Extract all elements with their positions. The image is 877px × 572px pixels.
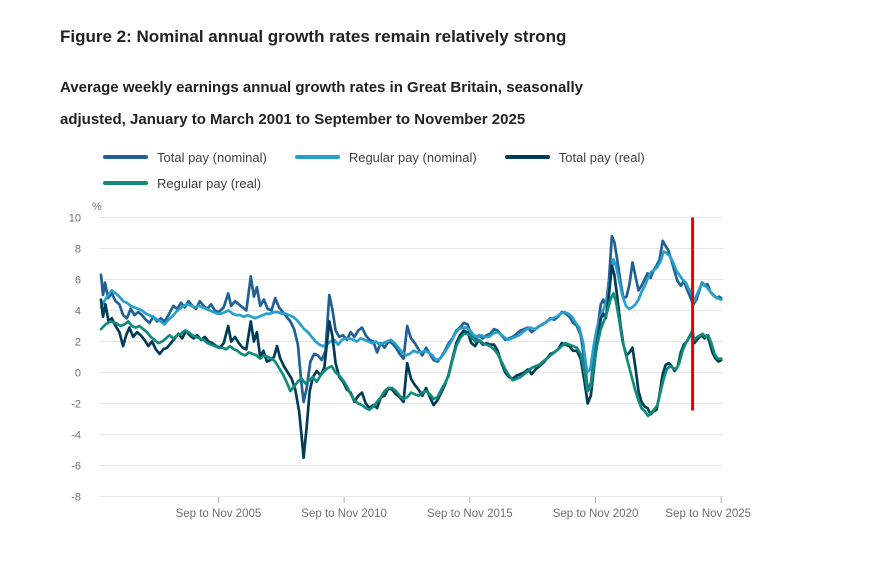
x-tick-label: Sep to Nov 2010 [301, 508, 387, 520]
x-tick-label: Sep to Nov 2005 [176, 508, 262, 520]
legend-swatch-regular-pay-nominal [294, 155, 340, 159]
y-tick-label: 2 [75, 337, 81, 349]
y-tick-label: 4 [75, 306, 81, 318]
legend-label: Total pay (real) [558, 149, 645, 165]
x-tick-label: Sep to Nov 2020 [553, 508, 639, 520]
figure-title: Figure 2: Nominal annual growth rates re… [60, 27, 567, 46]
figure-subtitle: Average weekly earnings annual growth ra… [60, 72, 583, 136]
y-tick-label: 6 [75, 275, 81, 287]
y-axis-unit-label: % [92, 201, 102, 213]
y-tick-label: 8 [75, 244, 81, 256]
x-tick-label: Sep to Nov 2015 [427, 508, 513, 520]
legend-swatch-total-pay-real [504, 155, 550, 159]
y-tick-label: 10 [69, 213, 81, 225]
legend-item-regular-pay-nominal: Regular pay (nominal) [294, 146, 477, 168]
figure-subtitle-line-1: Average weekly earnings annual growth ra… [60, 79, 583, 96]
legend-label: Total pay (nominal) [157, 149, 267, 165]
y-tick-label: 0 [75, 368, 81, 380]
legend-item-regular-pay-real: Regular pay (real) [103, 172, 261, 194]
x-tick-label: Sep to Nov 2025 [665, 508, 751, 520]
legend-swatch-total-pay-nominal [103, 155, 148, 159]
series-line-total-pay-nominal [99, 234, 723, 404]
legend-label: Regular pay (nominal) [348, 149, 477, 165]
legend-item-total-pay-real: Total pay (real) [504, 146, 645, 168]
y-tick-label: -4 [71, 430, 81, 442]
y-tick-label: -6 [71, 461, 81, 473]
y-tick-label: -2 [71, 399, 81, 411]
legend-label: Regular pay (real) [157, 175, 262, 191]
legend-swatch-regular-pay-real [103, 181, 148, 185]
y-tick-label: -8 [71, 492, 81, 504]
figure-subtitle-line-2: adjusted, January to March 2001 to Septe… [60, 111, 526, 128]
chart-legend: Total pay (nominal) Regular pay (nominal)… [103, 146, 723, 194]
legend-item-total-pay-nominal: Total pay (nominal) [103, 146, 267, 168]
series-line-regular-pay-nominal [99, 250, 723, 374]
series-line-regular-pay-real [99, 292, 723, 418]
